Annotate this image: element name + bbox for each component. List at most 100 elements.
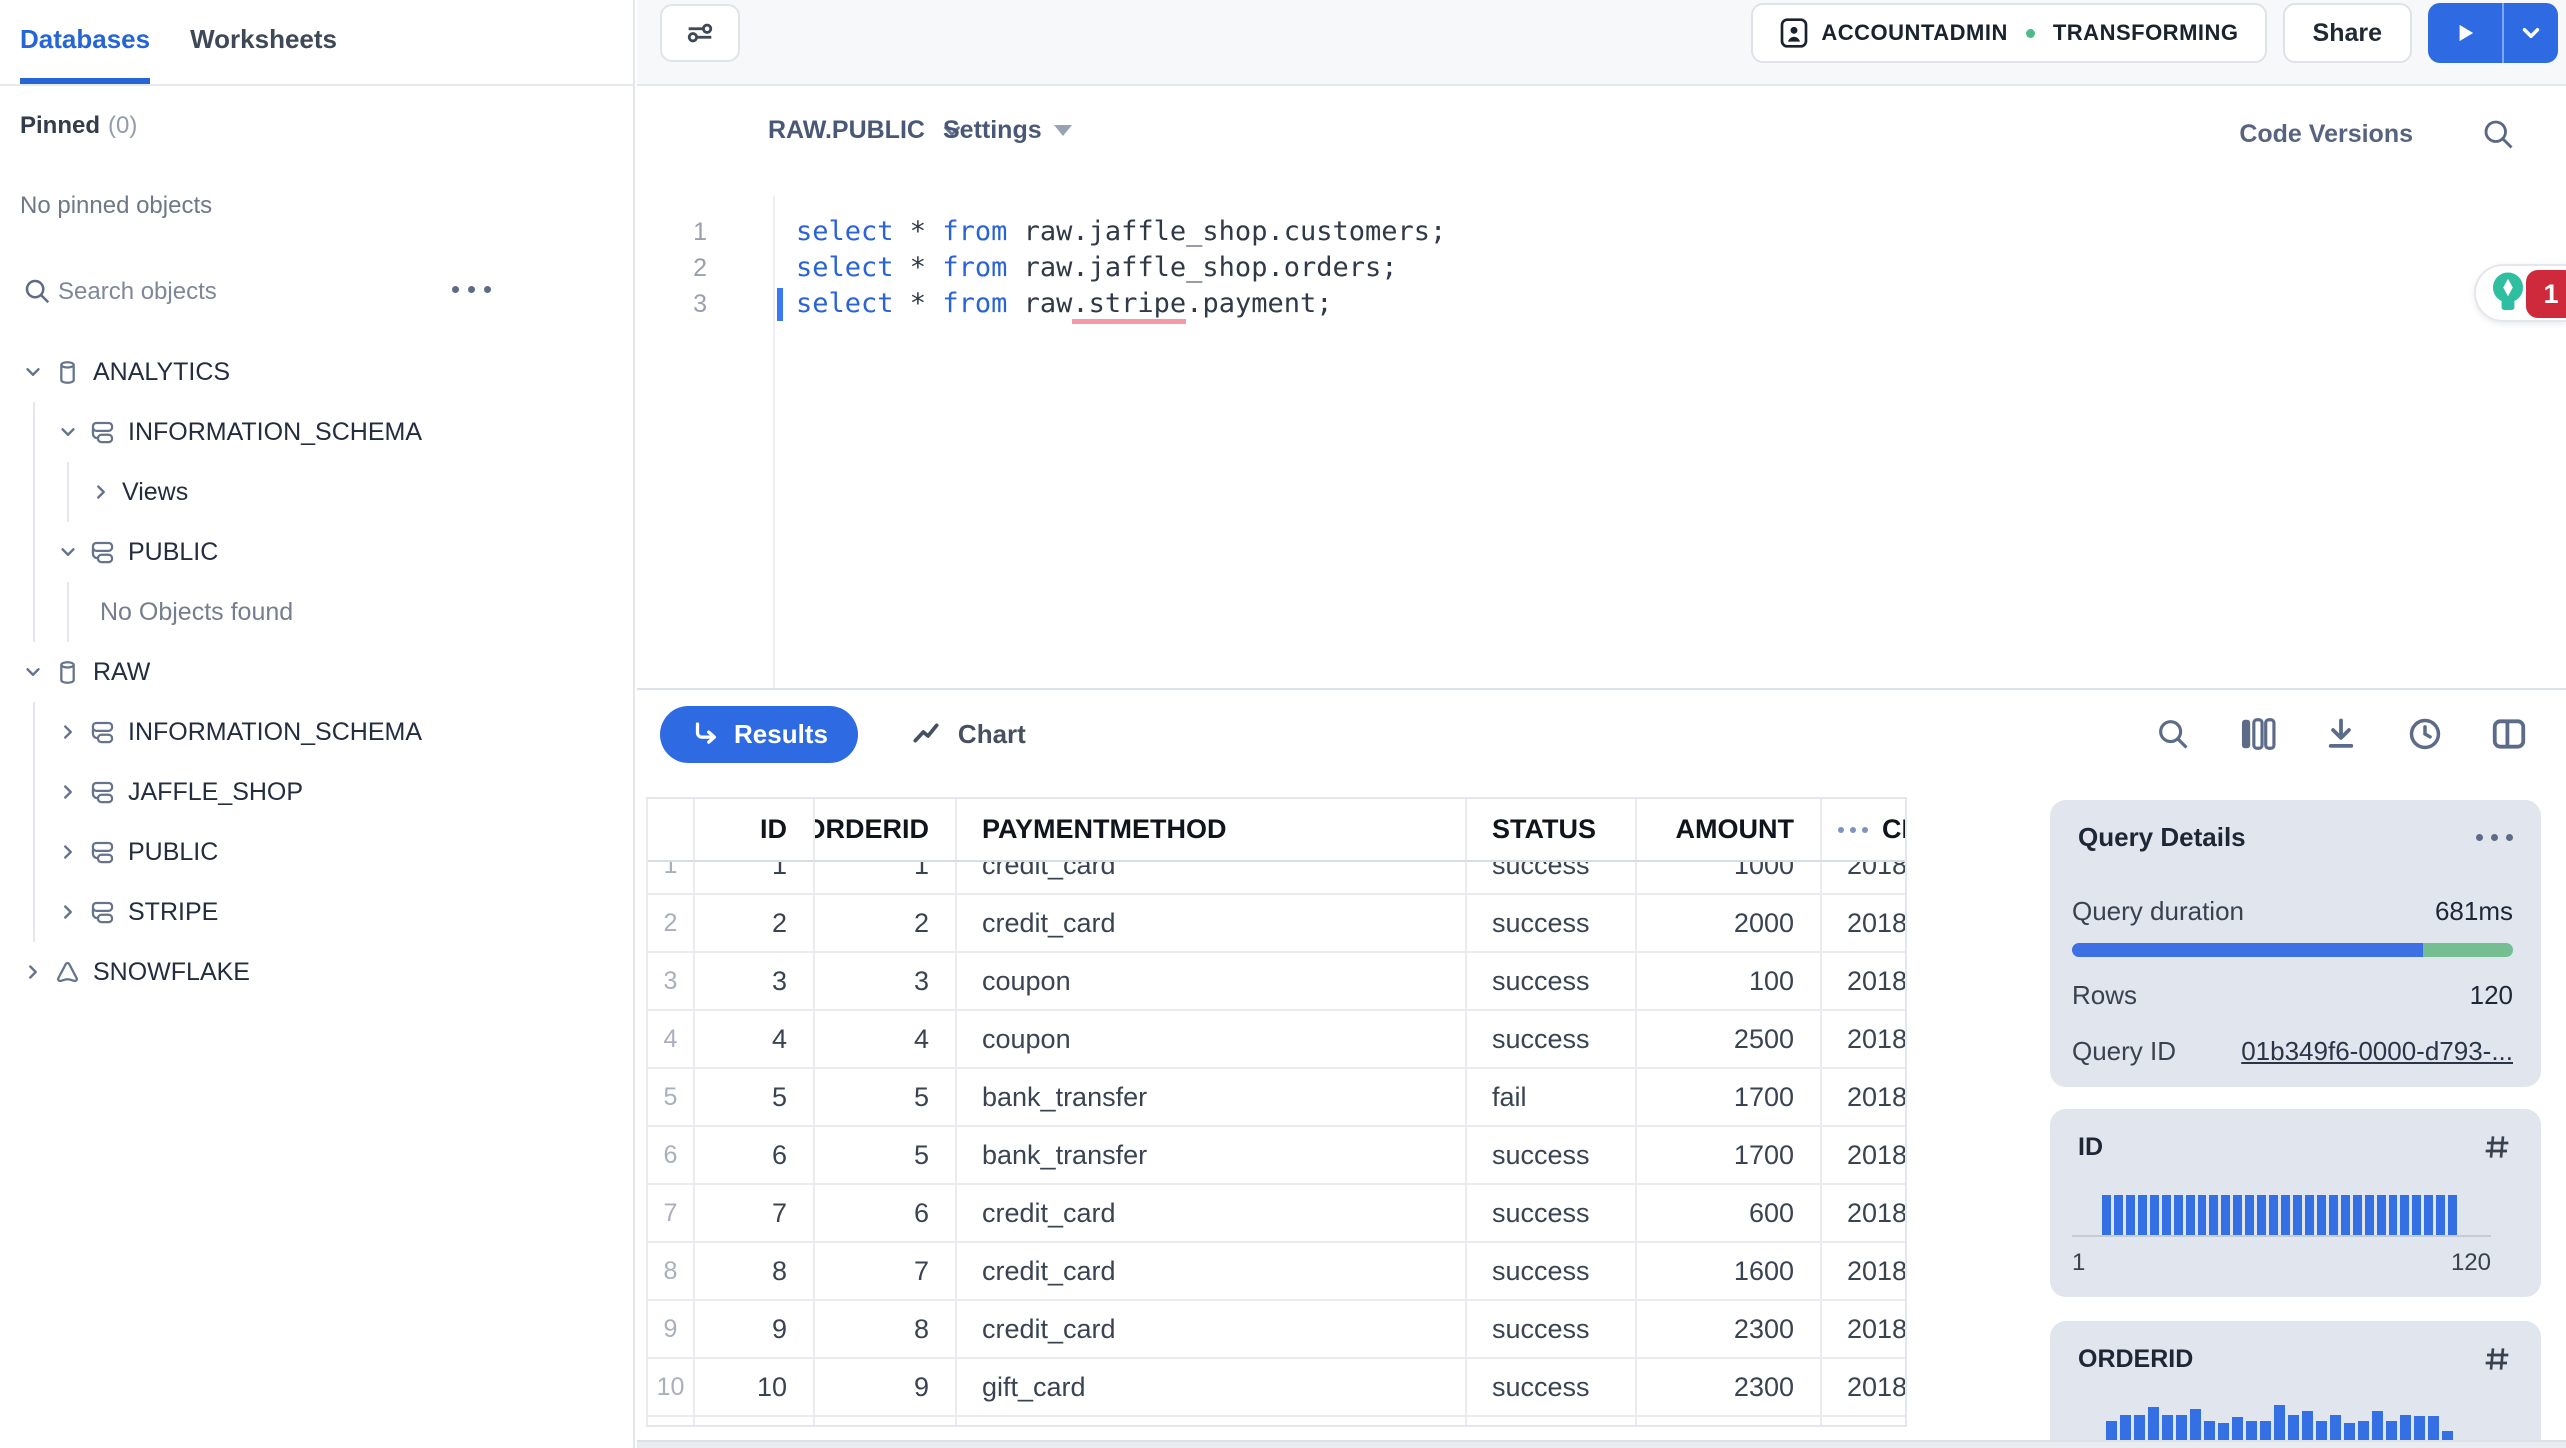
row-number-cell[interactable]: 9 — [648, 1301, 695, 1359]
sql-editor[interactable]: 1 select * from raw.jaffle_shop.customers… — [637, 188, 2566, 698]
chevron-right-icon[interactable] — [57, 901, 79, 923]
row-number-cell[interactable]: 3 — [648, 953, 695, 1011]
code-line-1[interactable]: 1 select * from raw.jaffle_shop.customers… — [660, 214, 2566, 250]
table-row[interactable] — [648, 1417, 1905, 1425]
cell-id[interactable]: 4 — [695, 1011, 815, 1069]
cell-paymentmethod[interactable]: credit_card — [957, 862, 1467, 895]
editor-search-button[interactable] — [2480, 116, 2516, 152]
number-type-icon[interactable] — [2481, 1343, 2513, 1375]
cell-status[interactable]: success — [1467, 1359, 1637, 1417]
cell-id[interactable]: 7 — [695, 1185, 815, 1243]
code-line-2[interactable]: 2 select * from raw.jaffle_shop.orders; — [660, 250, 2566, 286]
tree-item-jaffle-shop[interactable]: JAFFLE_SHOP — [0, 762, 633, 822]
column-header-amount[interactable]: AMOUNT — [1637, 799, 1822, 860]
cell-status[interactable]: success — [1467, 895, 1637, 953]
worksheet-config-button[interactable] — [660, 4, 740, 62]
cell-paymentmethod[interactable] — [957, 1417, 1467, 1425]
search-results-icon[interactable] — [2152, 713, 2194, 755]
split-panel-icon[interactable] — [2488, 713, 2530, 755]
cell-amount[interactable]: 2000 — [1637, 895, 1822, 953]
tree-item-information-schema[interactable]: INFORMATION_SCHEMA — [0, 402, 633, 462]
cell-id[interactable]: 2 — [695, 895, 815, 953]
tab-results[interactable]: Results — [660, 705, 858, 763]
cell-status[interactable]: success — [1467, 953, 1637, 1011]
column-header-rownum[interactable] — [648, 799, 695, 860]
number-type-icon[interactable] — [2481, 1131, 2513, 1163]
row-number-cell[interactable]: 2 — [648, 895, 695, 953]
cell-amount[interactable]: 2300 — [1637, 1301, 1822, 1359]
run-button[interactable] — [2428, 3, 2502, 63]
cell-status[interactable]: success — [1467, 1011, 1637, 1069]
cell-paymentmethod[interactable]: credit_card — [957, 1243, 1467, 1301]
cell-id[interactable]: 6 — [695, 1127, 815, 1185]
cell-id[interactable]: 8 — [695, 1243, 815, 1301]
cell-paymentmethod[interactable]: credit_card — [957, 1185, 1467, 1243]
cell-status[interactable]: success — [1467, 1301, 1637, 1359]
cell-id[interactable]: 5 — [695, 1069, 815, 1127]
tree-item-stripe[interactable]: STRIPE — [0, 882, 633, 942]
cell-orderid[interactable]: 3 — [815, 953, 957, 1011]
column-header-paymentmethod[interactable]: PAYMENTMETHOD — [957, 799, 1467, 860]
cell-amount[interactable]: 1600 — [1637, 1243, 1822, 1301]
tree-item-snowflake[interactable]: SNOWFLAKE — [0, 942, 633, 1002]
sidebar-more-menu[interactable] — [452, 286, 491, 293]
table-row[interactable]: 444couponsuccess25002018- — [648, 1011, 1905, 1069]
cell-orderid[interactable]: 4 — [815, 1011, 957, 1069]
cell-id[interactable] — [695, 1417, 815, 1425]
tree-item-views[interactable]: Views — [0, 462, 633, 522]
columns-icon[interactable] — [2236, 713, 2278, 755]
tab-worksheets[interactable]: Worksheets — [190, 23, 337, 54]
cell-orderid[interactable]: 2 — [815, 895, 957, 953]
cell-orderid[interactable] — [815, 1417, 957, 1425]
chevron-right-icon[interactable] — [57, 841, 79, 863]
row-number-cell[interactable]: 7 — [648, 1185, 695, 1243]
chevron-down-icon[interactable] — [57, 541, 79, 563]
tree-item-raw[interactable]: RAW — [0, 642, 633, 702]
row-number-cell[interactable]: 8 — [648, 1243, 695, 1301]
tree-item-analytics[interactable]: ANALYTICS — [0, 342, 633, 402]
cell-paymentmethod[interactable]: coupon — [957, 953, 1467, 1011]
cell-amount[interactable]: 1000 — [1637, 862, 1822, 895]
cell-orderid[interactable]: 6 — [815, 1185, 957, 1243]
settings-menu[interactable]: Settings — [943, 116, 1072, 145]
cell-orderid[interactable]: 8 — [815, 1301, 957, 1359]
cell-paymentmethod[interactable]: credit_card — [957, 1301, 1467, 1359]
tree-item-public[interactable]: PUBLIC — [0, 822, 633, 882]
chevron-down-icon[interactable] — [57, 421, 79, 443]
cell-paymentmethod[interactable]: bank_transfer — [957, 1069, 1467, 1127]
share-button[interactable]: Share — [2282, 3, 2412, 63]
cell-amount[interactable]: 600 — [1637, 1185, 1822, 1243]
cell-amount[interactable]: 2300 — [1637, 1359, 1822, 1417]
row-number-cell[interactable]: 5 — [648, 1069, 695, 1127]
cell-status[interactable]: success — [1467, 1243, 1637, 1301]
cell-orderid[interactable]: 5 — [815, 1127, 957, 1185]
cell-id[interactable]: 10 — [695, 1359, 815, 1417]
chevron-down-icon[interactable] — [22, 361, 44, 383]
row-number-cell[interactable]: 6 — [648, 1127, 695, 1185]
column-header-orderid[interactable]: ORDERID — [815, 799, 957, 860]
cell-amount[interactable]: 100 — [1637, 953, 1822, 1011]
row-number-cell[interactable] — [648, 1417, 695, 1425]
database-context-select[interactable]: RAW.PUBLIC — [768, 116, 965, 145]
more-columns-icon[interactable] — [1838, 826, 1868, 833]
table-row[interactable]: 333couponsuccess1002018- — [648, 953, 1905, 1011]
horizontal-scrollbar[interactable] — [637, 1440, 2566, 1448]
cell-paymentmethod[interactable]: credit_card — [957, 895, 1467, 953]
cell-orderid[interactable]: 5 — [815, 1069, 957, 1127]
chevron-right-icon[interactable] — [57, 721, 79, 743]
cell-created[interactable] — [1822, 1417, 1905, 1425]
tree-item-public[interactable]: PUBLIC — [0, 522, 633, 582]
cell-orderid[interactable]: 7 — [815, 1243, 957, 1301]
